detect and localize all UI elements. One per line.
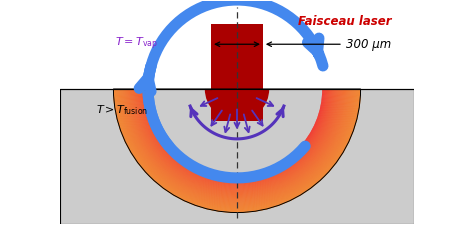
Wedge shape [132,89,342,194]
Wedge shape [146,89,328,180]
Wedge shape [139,89,335,187]
Wedge shape [127,89,347,199]
Wedge shape [133,89,341,193]
Wedge shape [136,89,338,190]
Wedge shape [130,89,344,196]
Bar [211,89,263,121]
Wedge shape [119,89,355,207]
Wedge shape [147,89,327,179]
Text: Faisceau laser: Faisceau laser [298,15,392,28]
Text: $T = T_{\mathregular{vap}}$: $T = T_{\mathregular{vap}}$ [115,36,158,52]
Wedge shape [140,89,334,186]
Bar [61,1,413,89]
Wedge shape [113,89,361,213]
Wedge shape [142,89,332,184]
Text: 300 μm: 300 μm [346,38,392,51]
Wedge shape [116,89,358,210]
Wedge shape [134,89,340,192]
Wedge shape [114,89,360,212]
Wedge shape [129,89,345,197]
Wedge shape [146,89,328,180]
Wedge shape [149,89,325,177]
Wedge shape [134,89,340,192]
Wedge shape [138,89,336,188]
Wedge shape [137,89,337,189]
Wedge shape [123,89,351,203]
Wedge shape [151,89,323,175]
Wedge shape [121,89,353,205]
Wedge shape [135,89,339,191]
Wedge shape [148,89,326,178]
Wedge shape [150,89,324,176]
Wedge shape [149,89,325,177]
Wedge shape [117,89,357,209]
Wedge shape [128,89,346,198]
Wedge shape [113,89,361,213]
Bar [61,89,413,224]
Wedge shape [137,89,337,189]
Wedge shape [132,89,342,194]
Wedge shape [135,89,339,191]
Bar [263,1,413,89]
Wedge shape [117,89,357,209]
Wedge shape [125,89,349,201]
Wedge shape [150,89,324,176]
Wedge shape [115,89,359,211]
Wedge shape [142,89,332,184]
Wedge shape [126,89,348,200]
Wedge shape [123,89,351,203]
Wedge shape [145,89,329,181]
Wedge shape [116,89,358,210]
Wedge shape [136,89,338,190]
Wedge shape [125,89,349,201]
Wedge shape [131,89,343,195]
Wedge shape [145,89,329,182]
Wedge shape [139,89,335,187]
Wedge shape [122,89,352,204]
Wedge shape [115,89,359,211]
Bar [361,89,413,224]
Wedge shape [133,89,341,193]
Wedge shape [131,89,343,195]
Wedge shape [129,89,345,196]
Wedge shape [127,89,347,199]
Wedge shape [114,89,360,212]
Wedge shape [119,89,355,207]
Wedge shape [205,89,269,121]
Wedge shape [151,89,323,175]
Wedge shape [147,89,327,179]
Wedge shape [126,89,348,200]
Wedge shape [130,89,344,196]
Wedge shape [118,89,356,208]
Wedge shape [124,89,350,202]
Wedge shape [122,89,352,204]
Wedge shape [138,89,336,188]
Wedge shape [128,89,346,198]
Bar [211,24,263,89]
Wedge shape [140,89,334,186]
Bar [61,89,413,224]
Bar [33,1,61,89]
Wedge shape [144,89,330,182]
Bar [8,89,61,224]
Wedge shape [141,89,333,185]
Wedge shape [121,89,353,205]
Wedge shape [118,89,356,208]
Wedge shape [120,89,354,206]
Wedge shape [144,89,330,182]
Wedge shape [141,89,333,185]
Text: $T > T_{\mathregular{fusion}}$: $T > T_{\mathregular{fusion}}$ [96,103,148,117]
Wedge shape [128,89,346,198]
Bar [61,220,413,224]
Wedge shape [146,89,328,180]
Wedge shape [143,89,331,183]
Wedge shape [143,89,331,183]
Wedge shape [124,89,350,202]
Wedge shape [120,89,354,206]
Wedge shape [148,89,326,178]
